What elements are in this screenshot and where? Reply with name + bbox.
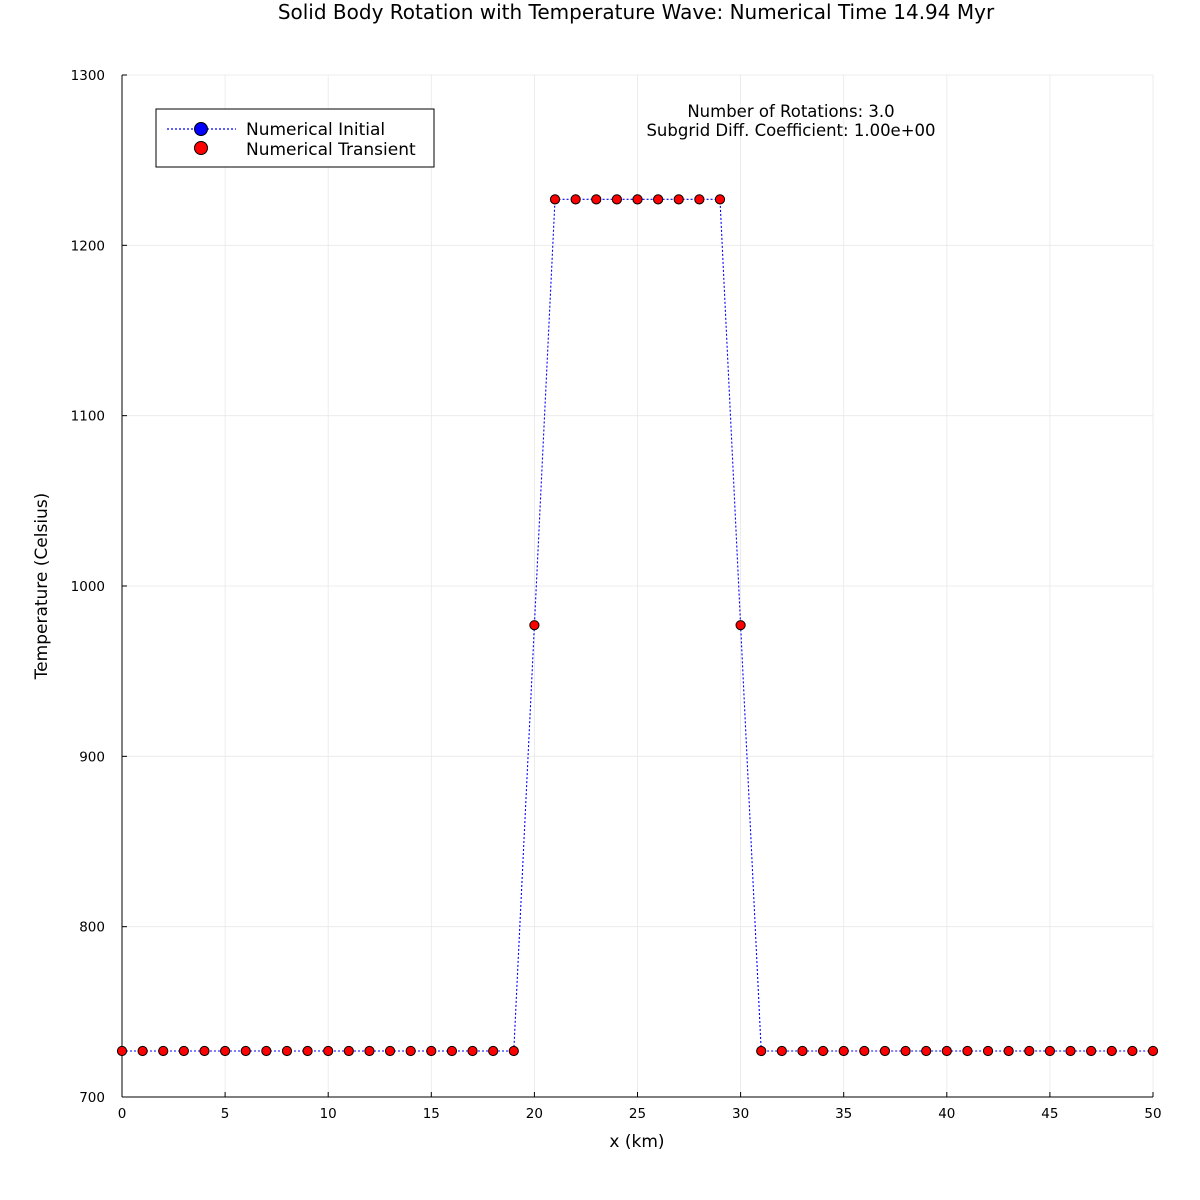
data-point-numerical-transient (446, 1045, 458, 1057)
data-point-numerical-transient (962, 1045, 973, 1057)
data-point-numerical-transient (1086, 1045, 1097, 1057)
data-point-numerical-transient (137, 1045, 148, 1057)
data-point-numerical-transient (384, 1045, 396, 1057)
legend-label-initial: Numerical Initial (246, 120, 385, 140)
annotation-rotations: Number of Rotations: 3.0 (687, 102, 894, 121)
x-tick-label: 50 (1144, 1106, 1161, 1122)
x-tick-label: 15 (423, 1106, 440, 1122)
data-point-numerical-transient (343, 1045, 354, 1057)
data-point-numerical-transient (220, 1045, 231, 1057)
data-point-numerical-transient (900, 1045, 911, 1057)
data-point-numerical-transient (632, 194, 643, 205)
x-tick-label: 30 (732, 1106, 749, 1122)
y-tick-label: 1200 (71, 238, 105, 254)
annotation-diffusion: Subgrid Diff. Coefficient: 1.00e+00 (646, 121, 935, 140)
data-point-numerical-transient (261, 1045, 272, 1057)
y-tick-label: 800 (79, 920, 105, 936)
y-tick-label: 1300 (71, 68, 105, 84)
data-point-numerical-transient (653, 194, 664, 205)
data-point-numerical-transient (776, 1045, 787, 1057)
data-point-numerical-transient (1147, 1045, 1159, 1057)
data-point-numerical-transient (178, 1045, 189, 1057)
data-point-numerical-transient (921, 1045, 932, 1057)
data-point-numerical-transient (1127, 1045, 1138, 1057)
data-point-numerical-transient (591, 194, 602, 205)
legend-box (155, 108, 435, 168)
data-point-numerical-transient (879, 1045, 891, 1057)
y-tick-label: 900 (79, 749, 105, 765)
data-point-numerical-transient (1065, 1045, 1076, 1057)
data-point-numerical-transient (405, 1045, 416, 1057)
legend: Numerical Initial Numerical Transient (155, 108, 435, 168)
x-tick-label: 40 (938, 1106, 955, 1122)
data-point-numerical-transient (838, 1045, 849, 1057)
data-point-numerical-transient (694, 194, 705, 205)
x-tick-label: 10 (320, 1106, 337, 1122)
x-axis-label: x (km) (609, 1132, 664, 1152)
data-point-numerical-transient (116, 1045, 128, 1057)
data-point-numerical-transient (673, 194, 684, 205)
chart-title: Solid Body Rotation with Temperature Wav… (278, 0, 995, 24)
data-point-numerical-transient (1044, 1045, 1056, 1057)
data-point-numerical-transient (982, 1045, 994, 1057)
legend-label-transient: Numerical Transient (246, 140, 416, 160)
data-point-numerical-transient (941, 1045, 952, 1057)
data-point-numerical-transient (797, 1045, 808, 1057)
y-tick-label: 1100 (71, 409, 105, 425)
data-point-numerical-transient (549, 194, 561, 205)
data-point-numerical-transient (281, 1045, 293, 1057)
series-markers (116, 194, 1159, 1057)
data-point-numerical-transient (611, 194, 622, 205)
data-point-numerical-transient (199, 1045, 210, 1057)
y-tick-label: 1000 (71, 579, 105, 595)
data-point-numerical-transient (735, 620, 746, 631)
legend-marker-initial (194, 122, 208, 136)
data-point-numerical-transient (529, 620, 540, 631)
x-tick-label: 35 (835, 1106, 852, 1122)
x-tick-label: 25 (629, 1106, 646, 1122)
data-point-numerical-transient (302, 1045, 313, 1057)
data-point-numerical-transient (570, 194, 581, 205)
data-point-numerical-transient (508, 1045, 519, 1057)
data-point-numerical-transient (817, 1045, 829, 1057)
data-point-numerical-transient (158, 1045, 169, 1057)
legend-marker-transient (194, 141, 208, 155)
data-point-numerical-transient (323, 1045, 334, 1057)
data-point-numerical-transient (859, 1045, 870, 1057)
data-point-numerical-transient (467, 1045, 478, 1057)
data-point-numerical-transient (240, 1045, 251, 1057)
data-point-numerical-transient (364, 1045, 375, 1057)
y-tick-label: 700 (79, 1090, 105, 1106)
data-point-numerical-transient (426, 1045, 437, 1057)
data-point-numerical-transient (756, 1045, 767, 1057)
data-point-numerical-transient (1003, 1045, 1014, 1057)
y-axis-label: Temperature (Celsius) (32, 493, 52, 681)
axes: 0 5 10 15 20 25 30 35 40 45 50 700 800 900 1000 1100 120… (71, 68, 1162, 1122)
data-point-numerical-transient (1024, 1045, 1035, 1057)
x-tick-label: 20 (526, 1106, 543, 1122)
data-point-numerical-transient (714, 194, 726, 205)
x-tick-label: 5 (221, 1106, 230, 1122)
data-point-numerical-transient (1106, 1045, 1117, 1057)
x-tick-label: 0 (118, 1106, 127, 1122)
x-tick-label: 45 (1041, 1106, 1058, 1122)
grid (121, 74, 1154, 1098)
data-point-numerical-transient (488, 1045, 499, 1057)
